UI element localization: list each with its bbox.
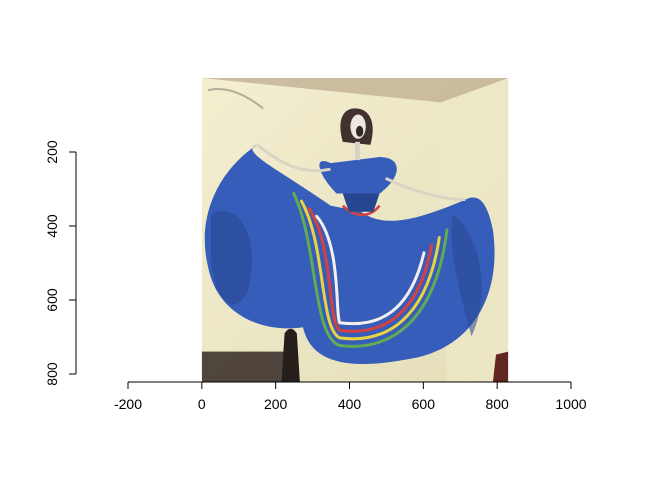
y-tick-label: 200	[44, 140, 60, 164]
image-skirt-fold-left	[211, 210, 252, 305]
image-skirt-stripe	[299, 199, 441, 341]
image-waist	[342, 193, 380, 212]
image-haze	[201, 78, 509, 382]
image-neck	[355, 141, 360, 161]
image-waist-band	[341, 204, 381, 217]
x-tick-label: 1000	[555, 396, 586, 412]
image-left-arm	[256, 143, 331, 173]
x-axis: -200 0 200 400 600 800 1000	[114, 381, 587, 412]
y-tick-label: 800	[44, 362, 60, 386]
x-tick-label: 0	[198, 396, 206, 412]
image-skirt-fold-right	[451, 214, 482, 337]
x-tick-label: 600	[412, 396, 436, 412]
image-foreground-dark	[201, 351, 294, 382]
image-ceiling	[201, 78, 509, 103]
x-tick-label: 400	[338, 396, 362, 412]
x-tick-label: 800	[485, 396, 509, 412]
x-tick-label: 200	[264, 396, 288, 412]
image-skirt-stripe	[307, 207, 434, 333]
image-wall-ornament	[207, 88, 264, 110]
image-bodice	[319, 157, 397, 194]
y-tick-label: 400	[44, 214, 60, 238]
image-chess-piece	[281, 328, 300, 382]
image-skirt-stripe	[315, 214, 426, 326]
image-skull-mouth	[355, 125, 364, 137]
image-right-arm	[385, 176, 466, 202]
image-foreground-red	[492, 351, 509, 382]
y-axis: 200 400 600 800	[44, 140, 77, 386]
raster-image	[201, 78, 509, 382]
y-tick-label: 600	[44, 288, 60, 312]
image-skirt-stripe	[292, 192, 449, 348]
x-tick-label: -200	[114, 396, 142, 412]
